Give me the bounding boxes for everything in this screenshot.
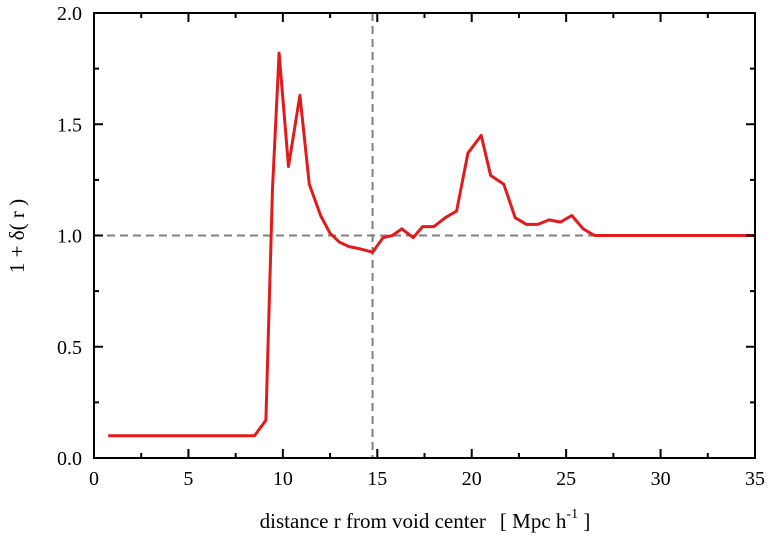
x-tick-label: 10 — [273, 468, 293, 490]
x-tick-label: 15 — [367, 468, 387, 490]
y-tick-label: 0.5 — [57, 337, 82, 359]
x-tick-label: 20 — [462, 468, 482, 490]
tick-labels: 0 5 10 15 20 25 30 35 0.0 0.5 1.0 1.5 2.0 — [57, 3, 765, 490]
y-axis-label: 1 + δ( r ) — [5, 199, 29, 273]
y-tick-label: 1.0 — [57, 226, 82, 248]
x-tick-label: 25 — [556, 468, 576, 490]
x-axis-label-unit-close: ] — [578, 509, 590, 533]
y-tick-label: 2.0 — [57, 3, 82, 25]
x-tick-label: 0 — [89, 468, 99, 490]
x-axis-label-main: distance r from void center — [260, 509, 486, 533]
x-tick-label: 35 — [745, 468, 765, 490]
series-line-0 — [108, 51, 755, 438]
x-tick-label: 30 — [651, 468, 671, 490]
y-tick-label: 0.0 — [57, 448, 82, 470]
y-tick-label: 1.5 — [57, 114, 82, 136]
x-tick-label: 5 — [183, 468, 193, 490]
series-layer — [108, 51, 755, 438]
x-axis-label: distance r from void center [ Mpc h-1 ] — [260, 507, 591, 533]
x-axis-label-unit: [ Mpc h — [500, 509, 567, 533]
ticks-layer — [93, 12, 756, 459]
x-axis-label-exponent: -1 — [566, 507, 578, 522]
